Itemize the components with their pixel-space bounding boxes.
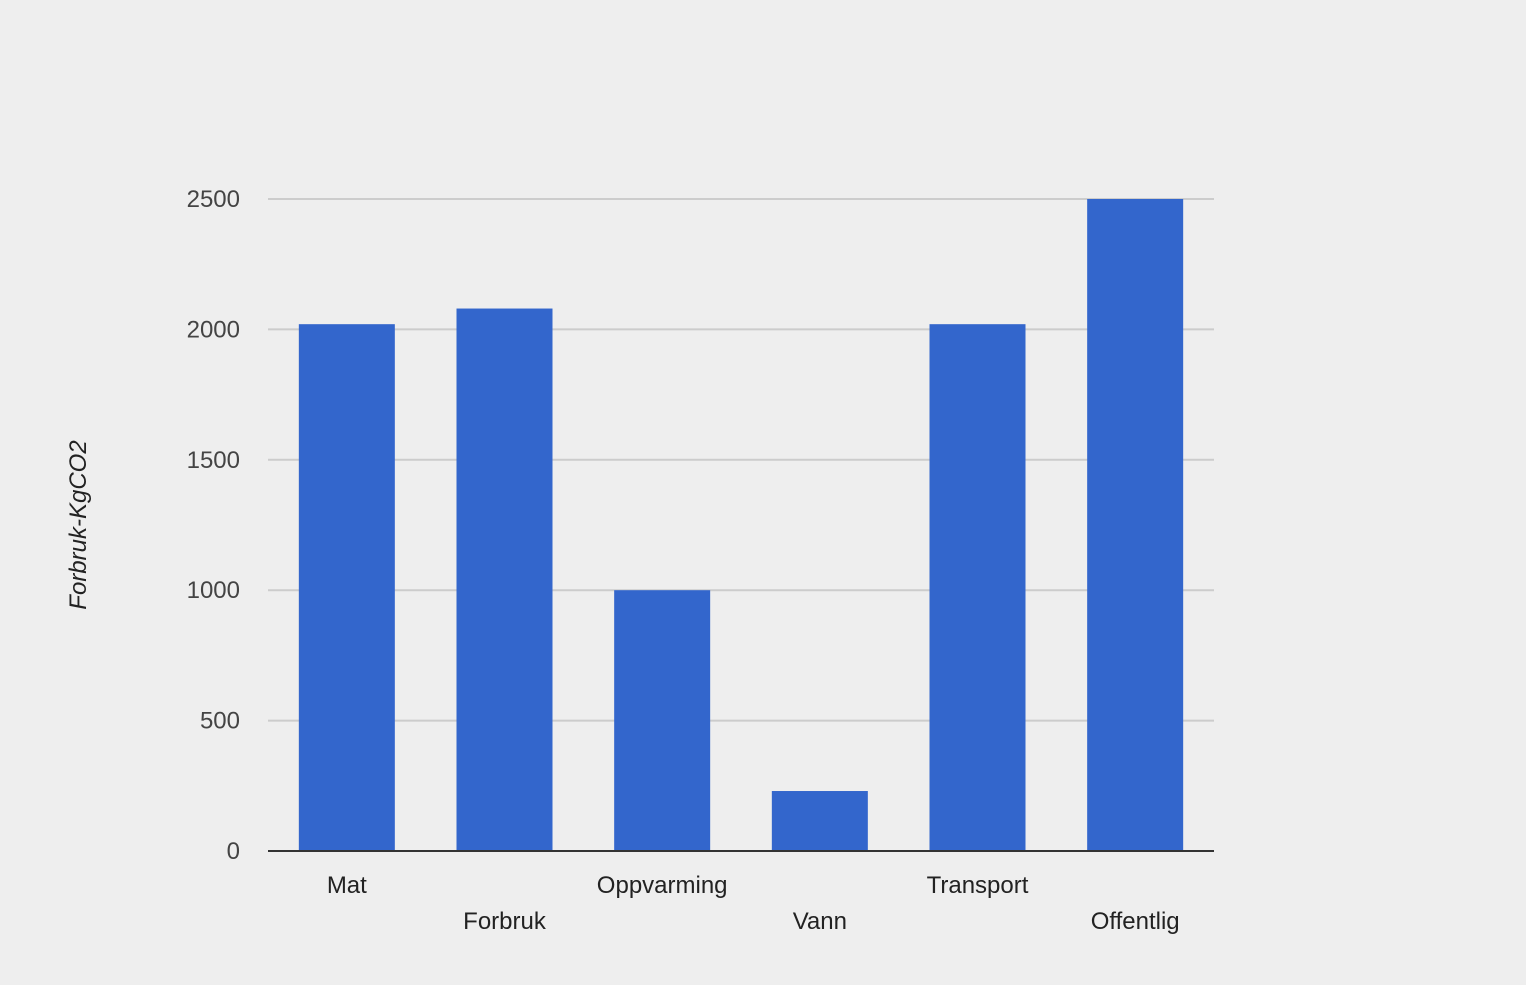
bar-oppvarming xyxy=(614,590,711,851)
y-axis-ticks: 0 500 1000 1500 2000 2500 xyxy=(187,186,240,865)
x-category-label: Offentlig xyxy=(1091,908,1180,935)
bars xyxy=(298,199,1184,852)
y-tick-label: 2500 xyxy=(187,186,240,213)
y-tick-label: 1000 xyxy=(187,577,240,604)
gridlines xyxy=(268,198,1214,722)
y-tick-label: 500 xyxy=(200,708,240,735)
x-axis-labels: Mat Forbruk Oppvarming Vann Transport Offentl… xyxy=(327,872,1180,935)
y-tick-label: 0 xyxy=(227,838,240,865)
bar-vann xyxy=(771,791,868,851)
x-category-label: Vann xyxy=(793,908,847,935)
y-tick-label: 2000 xyxy=(187,316,240,343)
x-category-label: Transport xyxy=(927,872,1029,899)
y-axis-title: Forbruk-KgCO2 xyxy=(65,440,92,609)
bar-mat xyxy=(298,324,395,852)
bar-offentlig xyxy=(1087,199,1184,851)
x-category-label: Mat xyxy=(327,872,367,899)
bar-transport xyxy=(929,324,1026,852)
bar-forbruk xyxy=(456,308,553,851)
y-tick-label: 1500 xyxy=(187,447,240,474)
x-category-label: Forbruk xyxy=(463,908,547,935)
x-category-label: Oppvarming xyxy=(597,872,728,899)
